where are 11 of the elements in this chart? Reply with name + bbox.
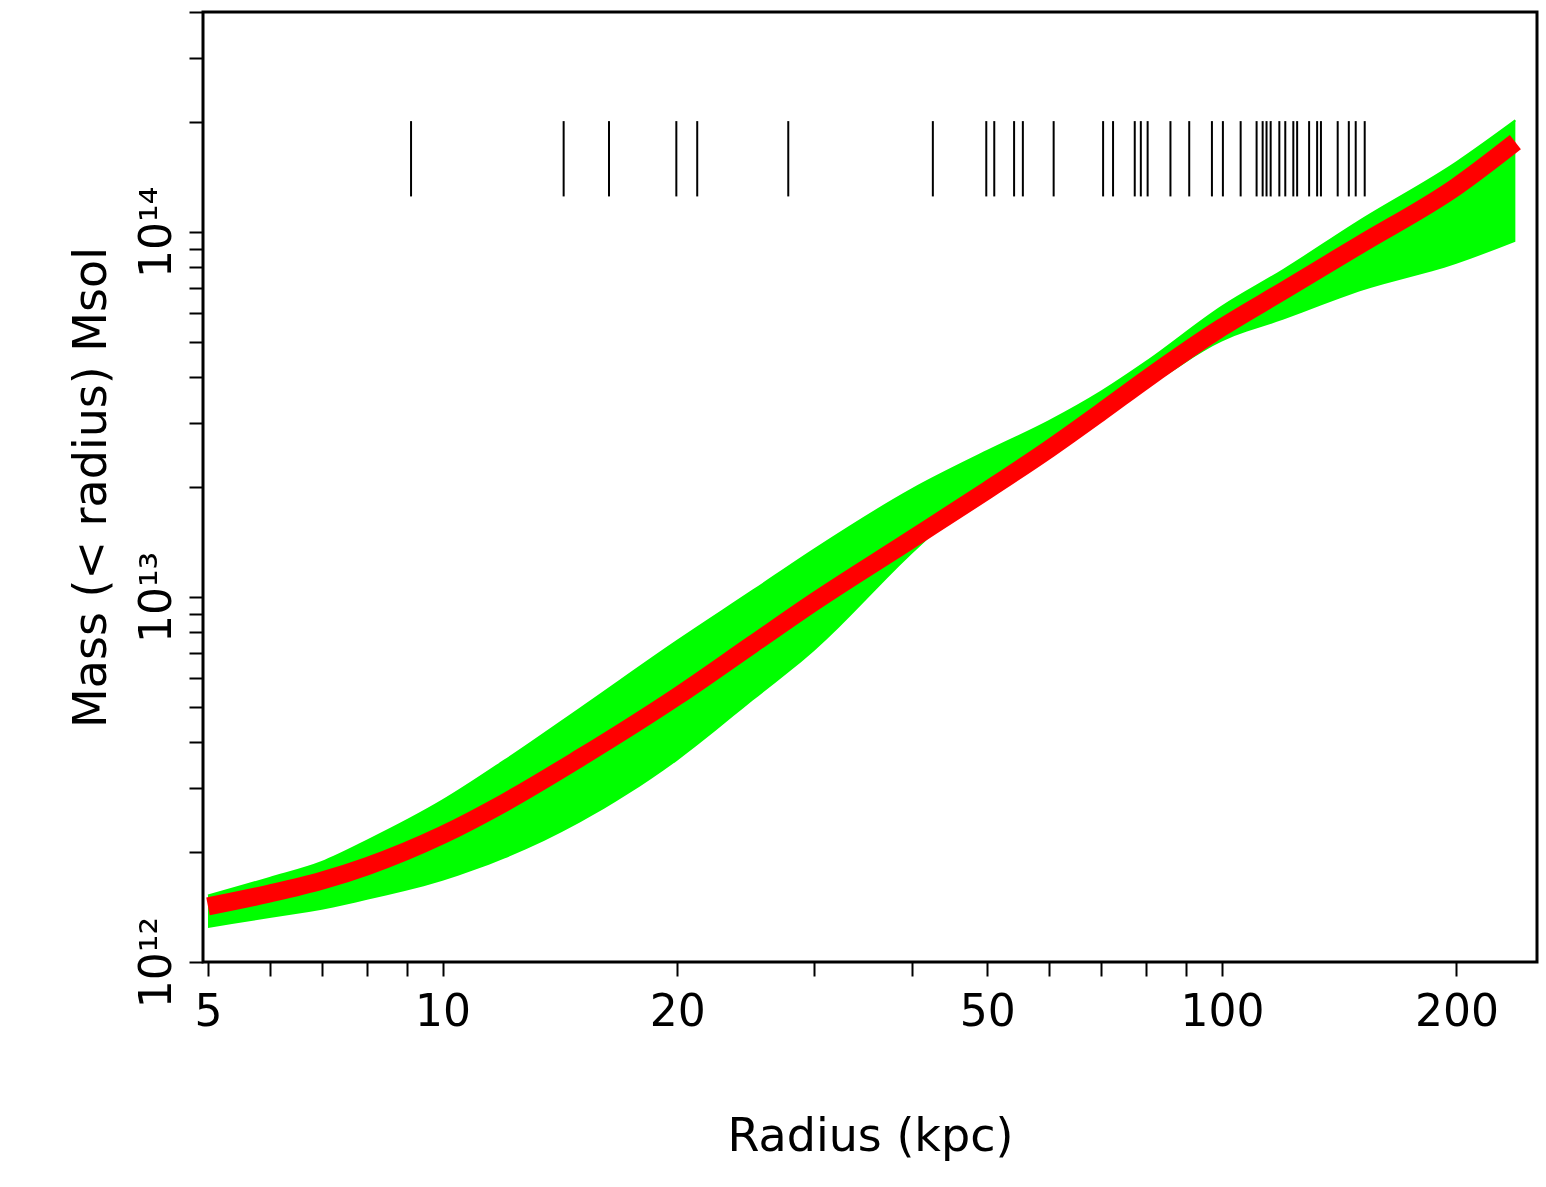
y-tick-label: 10¹³: [129, 551, 181, 644]
y-axis-title: Mass (< radius) Msol: [62, 247, 117, 728]
x-tick-label: 10: [415, 984, 472, 1036]
x-tick-label: 200: [1414, 984, 1499, 1036]
y-tick-label: 10¹²: [129, 916, 181, 1009]
x-tick-label: 100: [1180, 984, 1265, 1036]
x-tick-label: 20: [649, 984, 706, 1036]
y-tick-label: 10¹⁴: [129, 186, 181, 278]
x-tick-label: 50: [959, 984, 1016, 1036]
x-axis-title: Radius (kpc): [727, 1107, 1014, 1162]
x-tick-label: 5: [194, 984, 223, 1036]
